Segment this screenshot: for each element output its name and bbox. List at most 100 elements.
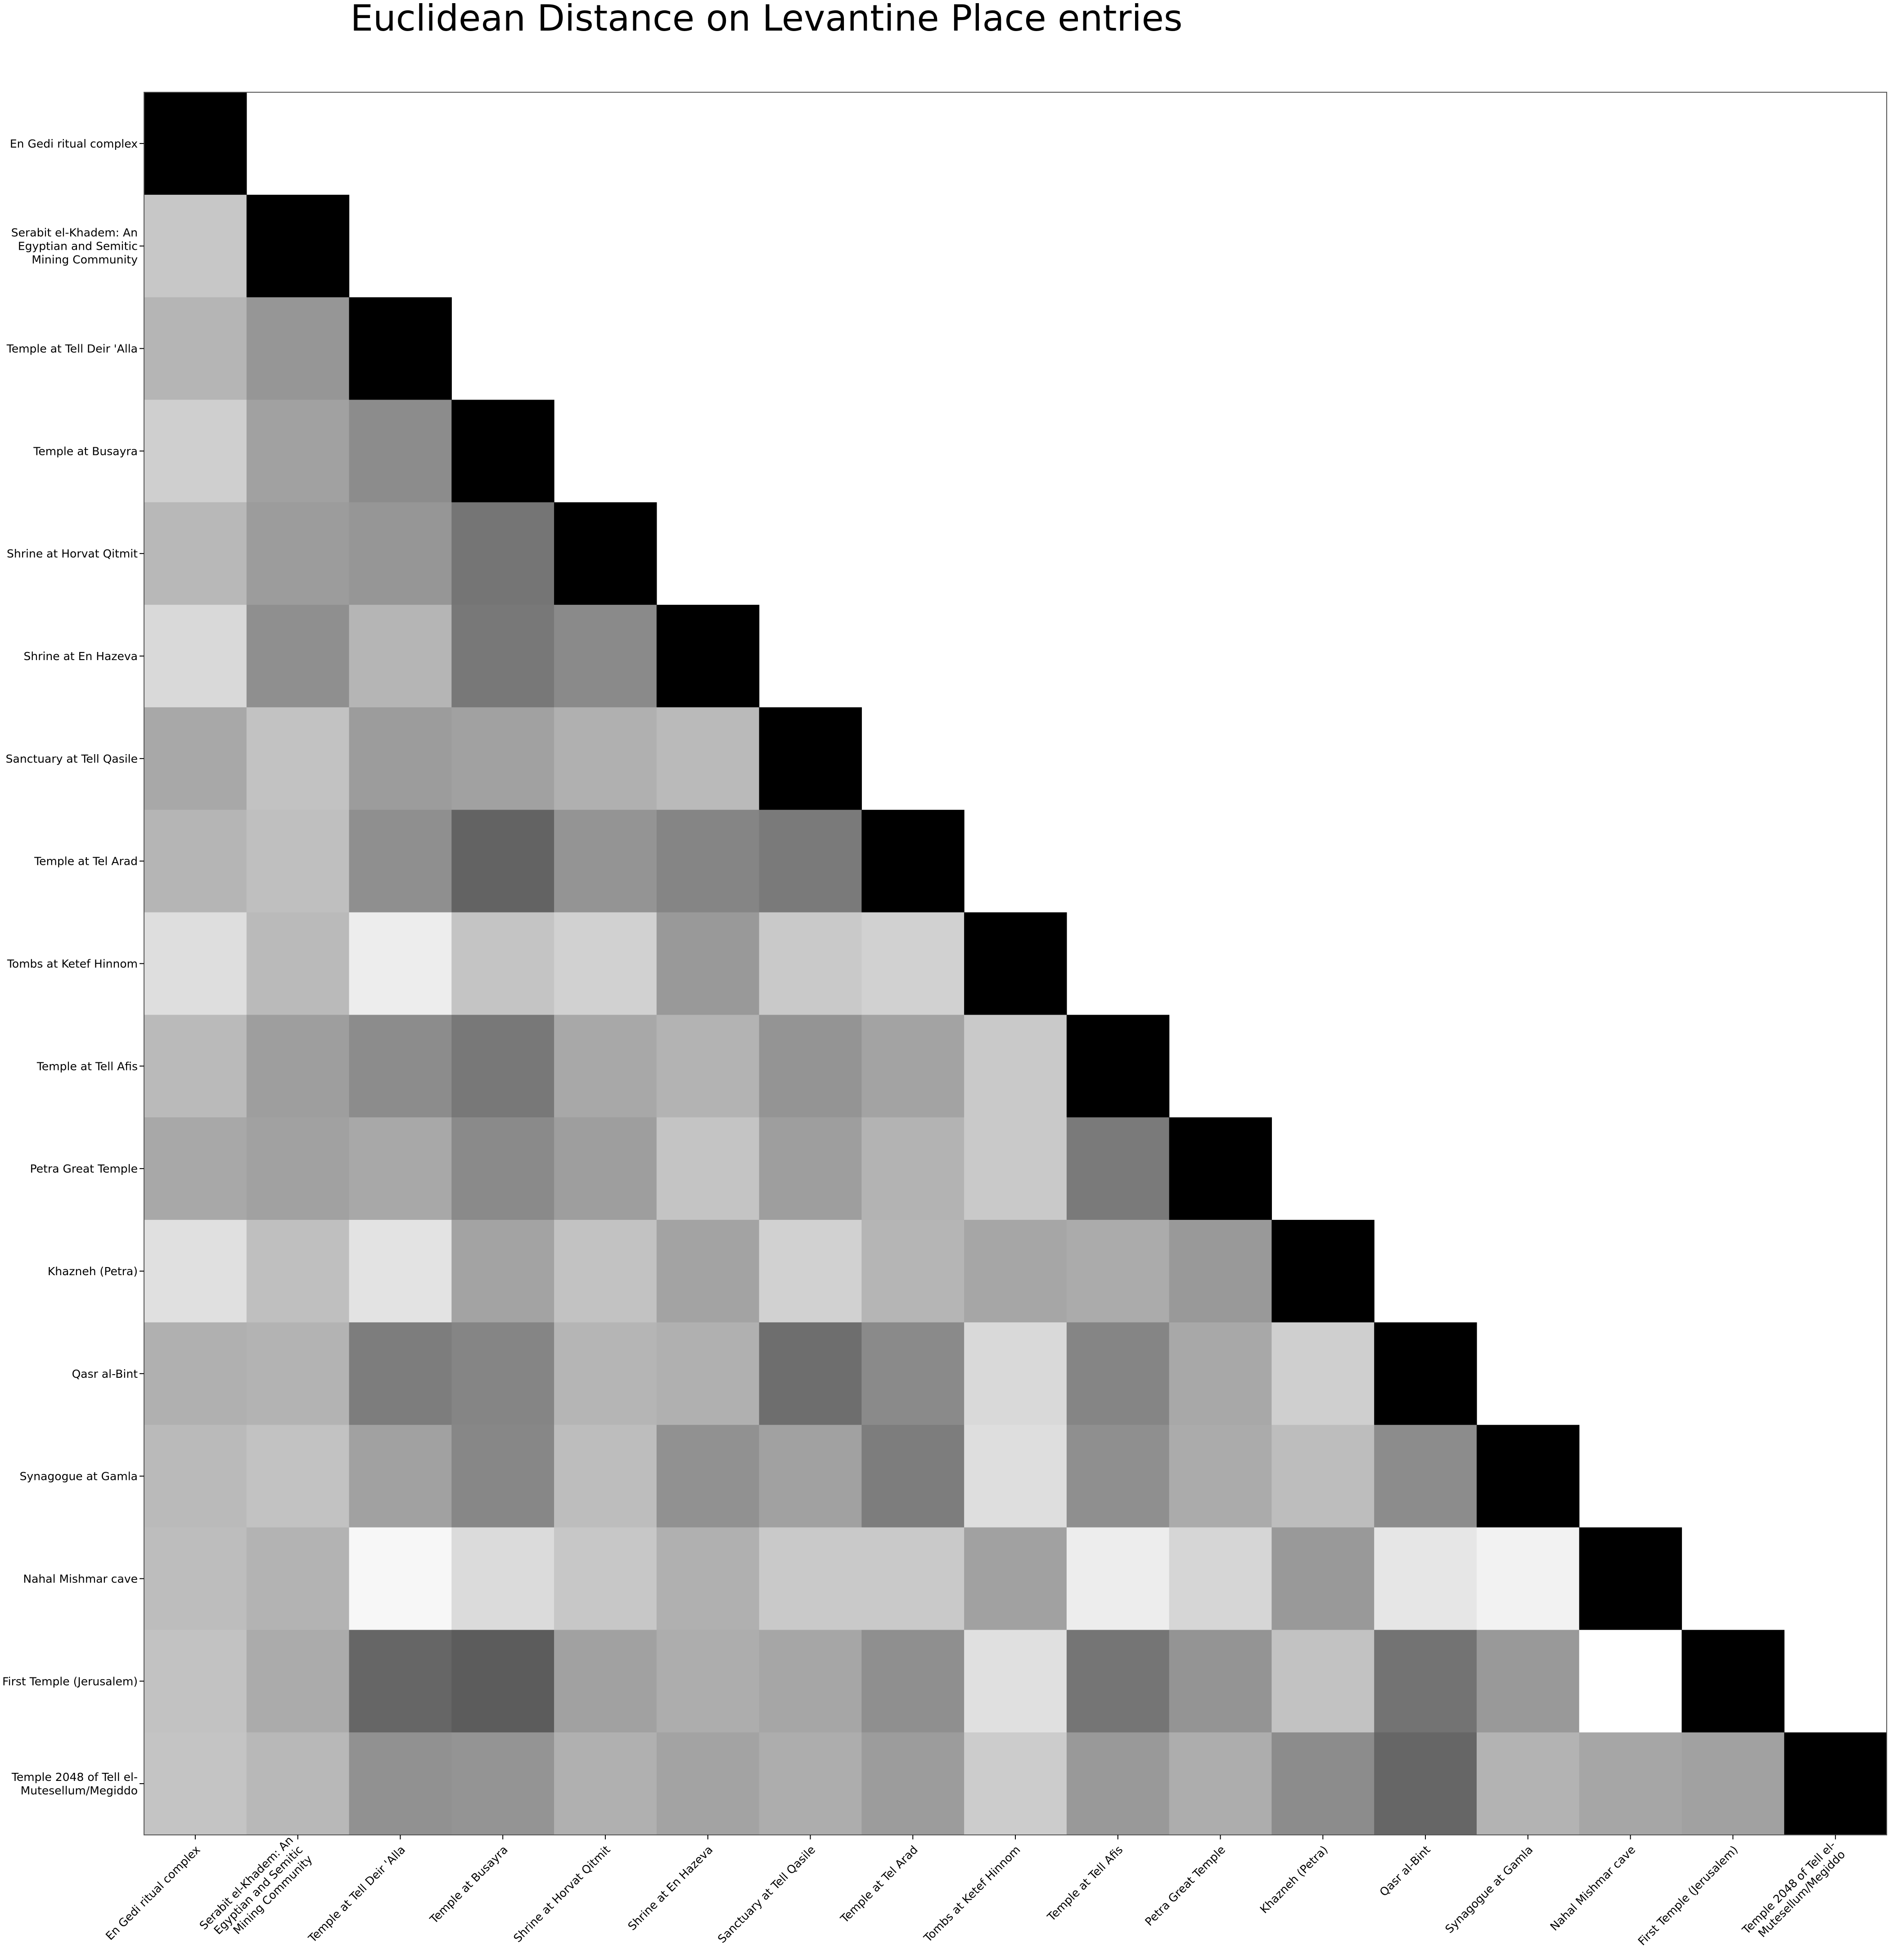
- heatmap-cell: [246, 912, 350, 1016]
- heatmap-cell: [1066, 1015, 1170, 1118]
- y-tick-label: Nahal Mishmar cave: [23, 1572, 138, 1585]
- x-tick-label: En Gedi ritual complex: [103, 1843, 203, 1942]
- heatmap-cell: [1271, 1322, 1375, 1425]
- y-tick-label: En Gedi ritual complex: [10, 137, 138, 150]
- heatmap-cell: [656, 1117, 760, 1220]
- heatmap-cell: [656, 707, 760, 810]
- heatmap-cell: [246, 809, 350, 913]
- heatmap-cell: [1169, 1117, 1272, 1220]
- heatmap-cell: [451, 1015, 554, 1118]
- heatmap-cell: [656, 1425, 760, 1528]
- heatmap-cell: [144, 912, 247, 1016]
- heatmap-cell: [144, 1630, 247, 1733]
- heatmap-cell: [861, 1527, 965, 1630]
- heatmap-cell: [656, 809, 760, 913]
- heatmap-cell: [964, 1322, 1067, 1425]
- heatmap-cell: [1476, 1425, 1580, 1528]
- heatmap-cell: [349, 1527, 452, 1630]
- heatmap-cell: [1579, 1527, 1682, 1630]
- heatmap-cell: [144, 1117, 247, 1220]
- heatmap-cells: [144, 92, 1887, 1835]
- heatmap-cell: [861, 1322, 965, 1425]
- heatmap-cell: [861, 1015, 965, 1118]
- y-tick-label: Temple at Busayra: [33, 445, 138, 458]
- heatmap-cell: [1066, 1220, 1170, 1323]
- heatmap-cell: [246, 1630, 350, 1733]
- heatmap-cell: [656, 605, 760, 708]
- heatmap-cell: [246, 1732, 350, 1835]
- heatmap-cell: [964, 1732, 1067, 1835]
- heatmap-cell: [759, 1425, 862, 1528]
- heatmap-cell: [1271, 1630, 1375, 1733]
- heatmap-cell: [246, 1425, 350, 1528]
- y-tick-label: Shrine at En Hazeva: [23, 650, 138, 663]
- heatmap-cell: [1579, 1732, 1682, 1835]
- heatmap-cell: [1066, 1527, 1170, 1630]
- heatmap-cell: [554, 1117, 657, 1220]
- heatmap-cell: [1271, 1425, 1375, 1528]
- chart-title: Euclidean Distance on Levantine Place en…: [351, 0, 1183, 39]
- heatmap-cell: [554, 1732, 657, 1835]
- heatmap-cell: [1271, 1220, 1375, 1323]
- x-tick-label: Synagogue at Gamla: [1442, 1843, 1535, 1936]
- heatmap-cell: [246, 400, 350, 503]
- heatmap-cell: [759, 1322, 862, 1425]
- x-tick-label: Shrine at En Hazeva: [626, 1843, 716, 1933]
- heatmap-cell: [349, 1732, 452, 1835]
- heatmap-cell: [554, 1015, 657, 1118]
- heatmap-cell: [349, 809, 452, 913]
- heatmap-cell: [964, 912, 1067, 1016]
- heatmap-cell: [759, 1732, 862, 1835]
- heatmap-cell: [1374, 1322, 1477, 1425]
- heatmap-cell: [1476, 1732, 1580, 1835]
- heatmap-cell: [861, 1732, 965, 1835]
- heatmap-cell: [246, 502, 350, 605]
- x-tick-label: Qasr al-Bint: [1377, 1843, 1433, 1899]
- heatmap-cell: [451, 1117, 554, 1220]
- x-tick-label: Temple at Tel Arad: [838, 1843, 920, 1926]
- heatmap-cell: [759, 707, 862, 810]
- heatmap-cell: [1271, 1527, 1375, 1630]
- heatmap-cell: [246, 1117, 350, 1220]
- heatmap-cell: [1169, 1630, 1272, 1733]
- heatmap-cell: [554, 502, 657, 605]
- heatmap-cell: [451, 502, 554, 605]
- heatmap-cell: [1169, 1220, 1272, 1323]
- y-tick-label: Sanctuary at Tell Qasile: [6, 752, 138, 765]
- y-tick-label: First Temple (Jerusalem): [2, 1675, 138, 1688]
- heatmap-cell: [656, 1220, 760, 1323]
- heatmap-cell: [144, 194, 247, 298]
- x-tick-label: Temple at Busayra: [427, 1843, 510, 1926]
- y-tick-label: Temple at Tel Arad: [34, 855, 138, 868]
- heatmap-cell: [1374, 1425, 1477, 1528]
- heatmap-cell: [349, 1220, 452, 1323]
- heatmap-cell: [144, 605, 247, 708]
- heatmap-cell: [759, 912, 862, 1016]
- heatmap-cell: [1374, 1732, 1477, 1835]
- heatmap-cell: [759, 1220, 862, 1323]
- heatmap-cell: [656, 1732, 760, 1835]
- heatmap-cell: [964, 1117, 1067, 1220]
- heatmap-cell: [1374, 1630, 1477, 1733]
- heatmap-cell: [656, 1527, 760, 1630]
- heatmap-cell: [451, 400, 554, 503]
- heatmap-cell: [349, 912, 452, 1016]
- heatmap-cell: [1681, 1630, 1785, 1733]
- heatmap-cell: [1066, 1117, 1170, 1220]
- heatmap-cell: [144, 1732, 247, 1835]
- heatmap-cell: [451, 1527, 554, 1630]
- heatmap-cell: [451, 1630, 554, 1733]
- heatmap-cell: [349, 1015, 452, 1118]
- heatmap-cell: [144, 502, 247, 605]
- x-tick-label: Petra Great Temple: [1142, 1843, 1228, 1929]
- heatmap-cell: [759, 1117, 862, 1220]
- heatmap-cell: [451, 1220, 554, 1323]
- heatmap-cell: [554, 912, 657, 1016]
- heatmap-cell: [1476, 1527, 1580, 1630]
- heatmap-cell: [1169, 1425, 1272, 1528]
- heatmap-cell: [759, 1630, 862, 1733]
- heatmap-cell: [1169, 1527, 1272, 1630]
- heatmap-cell: [246, 1322, 350, 1425]
- heatmap-cell: [144, 92, 247, 195]
